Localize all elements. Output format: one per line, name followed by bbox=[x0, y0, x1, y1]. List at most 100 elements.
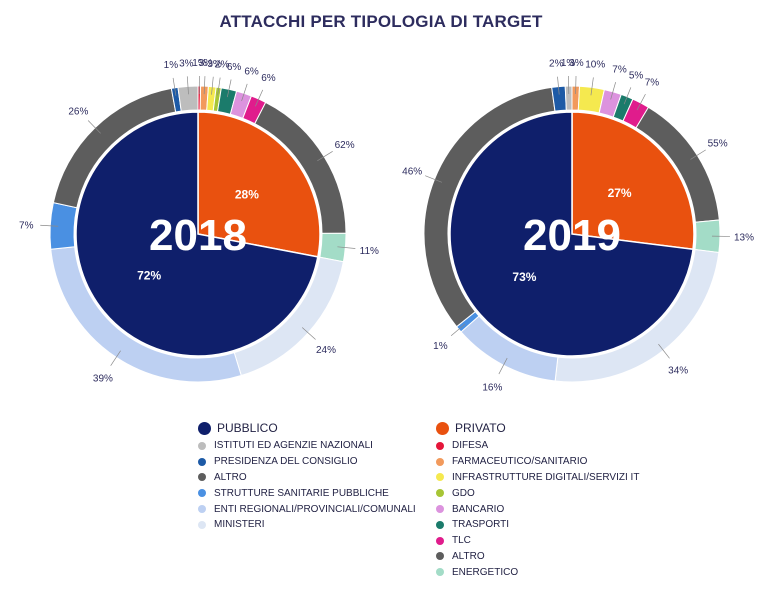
legend-text-pubblico-altro: ALTRO bbox=[214, 471, 247, 483]
legend-item-privato-farmaceutico-sanitario: FARMACEUTICO/SANITARIO bbox=[436, 454, 639, 470]
leader-line-privato-bancario-2018 bbox=[241, 83, 248, 102]
leader-line-pubblico-ministeri-2019 bbox=[658, 343, 670, 359]
outer-label-pubblico-istituti-ed-agenzie-nazionali-2019: 1% bbox=[561, 58, 576, 69]
legend-item-privato-bancario: BANCARIO bbox=[436, 501, 639, 517]
legend-swatch-privato-gdo bbox=[436, 489, 444, 498]
legend-items-pubblico: ISTITUTI ED AGENZIE NAZIONALI PRESIDENZA … bbox=[198, 438, 416, 533]
legend-text-pubblico-ministeri: MINISTERI bbox=[214, 519, 265, 531]
legend-swatch-privato-tlc bbox=[436, 536, 444, 545]
leader-line-privato-trasporti-2018 bbox=[226, 79, 232, 98]
leader-line-privato-energetico-2018 bbox=[337, 246, 356, 249]
inner-slice-pubblico-2019 bbox=[449, 111, 694, 357]
outer-label-privato-infrastrutture-digitali-servizi-it-2019: 10% bbox=[585, 60, 605, 71]
legend-item-privato-difesa: DIFESA bbox=[436, 438, 639, 454]
outer-slice-pubblico-istituti-ed-agenzie-nazionali-2019 bbox=[564, 85, 573, 111]
outer-label-privato-tlc-2019: 7% bbox=[645, 78, 660, 89]
legend-item-privato-energetico: ENERGETICO bbox=[436, 564, 639, 580]
inner-label-privato-2019: 27% bbox=[608, 186, 632, 200]
leader-line-privato-gdo-2018 bbox=[217, 77, 221, 96]
legend-dot-pubblico bbox=[198, 421, 211, 435]
legend-item-pubblico-strutture-sanitarie-pubbliche: STRUTTURE SANITARIE PUBBLICHE bbox=[198, 485, 416, 501]
outer-label-pubblico-altro-2019: 46% bbox=[402, 166, 422, 177]
leader-line-privato-farmaceutico-sanitario-2018 bbox=[203, 76, 206, 95]
legend-label-privato: PRIVATO bbox=[455, 421, 506, 435]
outer-slice-pubblico-istituti-ed-agenzie-nazionali-2018 bbox=[177, 85, 199, 112]
legend-text-privato-altro: ALTRO bbox=[452, 550, 485, 562]
outer-label-privato-altro-2018: 62% bbox=[335, 140, 355, 151]
legend-item-privato-altro: ALTRO bbox=[436, 549, 639, 565]
outer-label-privato-tlc-2018: 6% bbox=[261, 73, 276, 84]
legend-label-pubblico: PUBBLICO bbox=[217, 421, 278, 435]
legend-item-pubblico-ministeri: MINISTERI bbox=[198, 517, 416, 533]
chart-title: ATTACCHI PER TIPOLOGIA DI TARGET bbox=[219, 12, 543, 31]
leader-line-pubblico-strutture-sanitarie-pubbliche-2019 bbox=[450, 323, 466, 337]
outer-label-privato-trasporti-2018: 6% bbox=[227, 62, 242, 73]
legend-text-pubblico-enti-regionali-provinciali-comunali: ENTI REGIONALI/PROVINCIALI/COMUNALI bbox=[214, 503, 416, 515]
outer-label-pubblico-presidenza-del-consiglio-2019: 2% bbox=[549, 59, 564, 70]
leader-line-privato-bancario-2019 bbox=[610, 82, 616, 100]
outer-label-privato-bancario-2018: 6% bbox=[244, 67, 259, 78]
outer-label-pubblico-ministeri-2019: 34% bbox=[668, 365, 688, 376]
leader-line-privato-infrastrutture-digitali-servizi-it-2019 bbox=[590, 77, 594, 96]
inner-label-privato-2018: 28% bbox=[235, 188, 259, 202]
leader-line-pubblico-ministeri-2018 bbox=[301, 327, 316, 340]
legend-item-pubblico-enti-regionali-provinciali-comunali: ENTI REGIONALI/PROVINCIALI/COMUNALI bbox=[198, 501, 416, 517]
outer-label-privato-energetico-2019: 13% bbox=[734, 233, 754, 244]
leader-line-privato-infrastrutture-digitali-servizi-it-2018 bbox=[211, 76, 214, 95]
legend-swatch-privato-bancario bbox=[436, 505, 444, 514]
legend-header-pubblico: PUBBLICO bbox=[198, 418, 416, 438]
outer-label-privato-bancario-2019: 7% bbox=[612, 65, 627, 76]
outer-label-privato-energetico-2018: 11% bbox=[360, 246, 379, 257]
legend-swatch-pubblico-strutture-sanitarie-pubbliche bbox=[198, 489, 206, 498]
legend-swatch-pubblico-enti-regionali-provinciali-comunali bbox=[198, 505, 206, 514]
leader-line-pubblico-strutture-sanitarie-pubbliche-2018 bbox=[40, 224, 59, 227]
outer-label-privato-infrastrutture-digitali-servizi-it-2018: 3% bbox=[207, 59, 222, 70]
legend-text-privato-difesa: DIFESA bbox=[452, 440, 489, 452]
leader-line-privato-tlc-2018 bbox=[255, 89, 264, 107]
leader-line-privato-trasporti-2019 bbox=[623, 87, 632, 105]
legend-swatch-pubblico-ministeri bbox=[198, 520, 206, 529]
legend-swatch-privato-farmaceutico-sanitario bbox=[436, 457, 444, 466]
legend-swatch-privato-trasporti bbox=[436, 520, 444, 529]
legend-privato: PRIVATO DIFESA FARMACEUTICO/SANITARIO INFR… bbox=[436, 418, 639, 580]
legend-item-pubblico-istituti-ed-agenzie-nazionali: ISTITUTI ED AGENZIE NAZIONALI bbox=[198, 438, 416, 454]
legend-swatch-privato-difesa bbox=[436, 441, 444, 450]
outer-label-pubblico-enti-regionali-provinciali-comunali-2019: 16% bbox=[482, 382, 502, 393]
year-label-2018: 2018 bbox=[149, 211, 247, 260]
outer-label-pubblico-altro-2018: 26% bbox=[68, 106, 88, 117]
inner-slice-privato-2018 bbox=[197, 111, 321, 258]
legend-text-pubblico-presidenza-del-consiglio: PRESIDENZA DEL CONSIGLIO bbox=[214, 456, 358, 468]
donut-chart-2019: 3% 10% 7%5%7%55%13%34%16%1%46%2%1%27%73%20… bbox=[402, 58, 754, 393]
outer-label-pubblico-strutture-sanitarie-pubbliche-2019: 1% bbox=[433, 341, 448, 352]
leader-line-pubblico-enti-regionali-provinciali-comunali-2019 bbox=[498, 357, 508, 375]
legend-swatch-privato-infrastrutture-digitali-servizi-it bbox=[436, 473, 444, 482]
outer-label-privato-difesa-2018: 1% bbox=[192, 58, 207, 69]
outer-label-pubblico-ministeri-2018: 24% bbox=[316, 345, 336, 356]
outer-label-privato-altro-2019: 55% bbox=[708, 138, 728, 149]
legend-swatch-pubblico-presidenza-del-consiglio bbox=[198, 457, 206, 466]
legend-text-privato-trasporti: TRASPORTI bbox=[452, 519, 510, 531]
leader-line-pubblico-presidenza-del-consiglio-2019 bbox=[557, 76, 560, 95]
legend-item-privato-trasporti: TRASPORTI bbox=[436, 517, 639, 533]
legend-text-privato-infrastrutture-digitali-servizi-it: INFRASTRUTTURE DIGITALI/SERVIZI IT bbox=[452, 471, 640, 483]
legend-header-privato: PRIVATO bbox=[436, 418, 639, 438]
legend-text-pubblico-strutture-sanitarie-pubbliche: STRUTTURE SANITARIE PUBBLICHE bbox=[214, 487, 389, 499]
outer-label-pubblico-presidenza-del-consiglio-2018: 1% bbox=[164, 60, 179, 71]
outer-label-pubblico-strutture-sanitarie-pubbliche-2018: 7% bbox=[19, 220, 34, 231]
inner-label-pubblico-2019: 73% bbox=[512, 270, 536, 284]
donut-chart-2018: 1%3%3%2%6% 6%6%62%11%24%39%7%26%1% 3%28%72… bbox=[19, 58, 379, 384]
legend-swatch-pubblico-altro bbox=[198, 473, 206, 482]
legend-text-privato-tlc: TLC bbox=[452, 535, 471, 547]
leader-line-privato-altro-2019 bbox=[690, 149, 706, 160]
legend-item-pubblico-altro: ALTRO bbox=[198, 470, 416, 486]
leader-line-privato-altro-2018 bbox=[317, 151, 333, 162]
outer-label-privato-trasporti-2019: 5% bbox=[629, 70, 644, 81]
legend-pubblico: PUBBLICO ISTITUTI ED AGENZIE NAZIONALI PR… bbox=[198, 418, 416, 533]
legend-items-privato: DIFESA FARMACEUTICO/SANITARIO INFRASTRUTTU… bbox=[436, 438, 639, 580]
legend-swatch-pubblico-istituti-ed-agenzie-nazionali bbox=[198, 441, 206, 450]
year-label-2019: 2019 bbox=[523, 211, 621, 260]
legend-text-privato-energetico: ENERGETICO bbox=[452, 566, 519, 578]
legend-item-privato-infrastrutture-digitali-servizi-it: INFRASTRUTTURE DIGITALI/SERVIZI IT bbox=[436, 470, 639, 486]
legend-text-privato-farmaceutico-sanitario: FARMACEUTICO/SANITARIO bbox=[452, 456, 588, 468]
leader-line-pubblico-presidenza-del-consiglio-2018 bbox=[172, 77, 177, 96]
